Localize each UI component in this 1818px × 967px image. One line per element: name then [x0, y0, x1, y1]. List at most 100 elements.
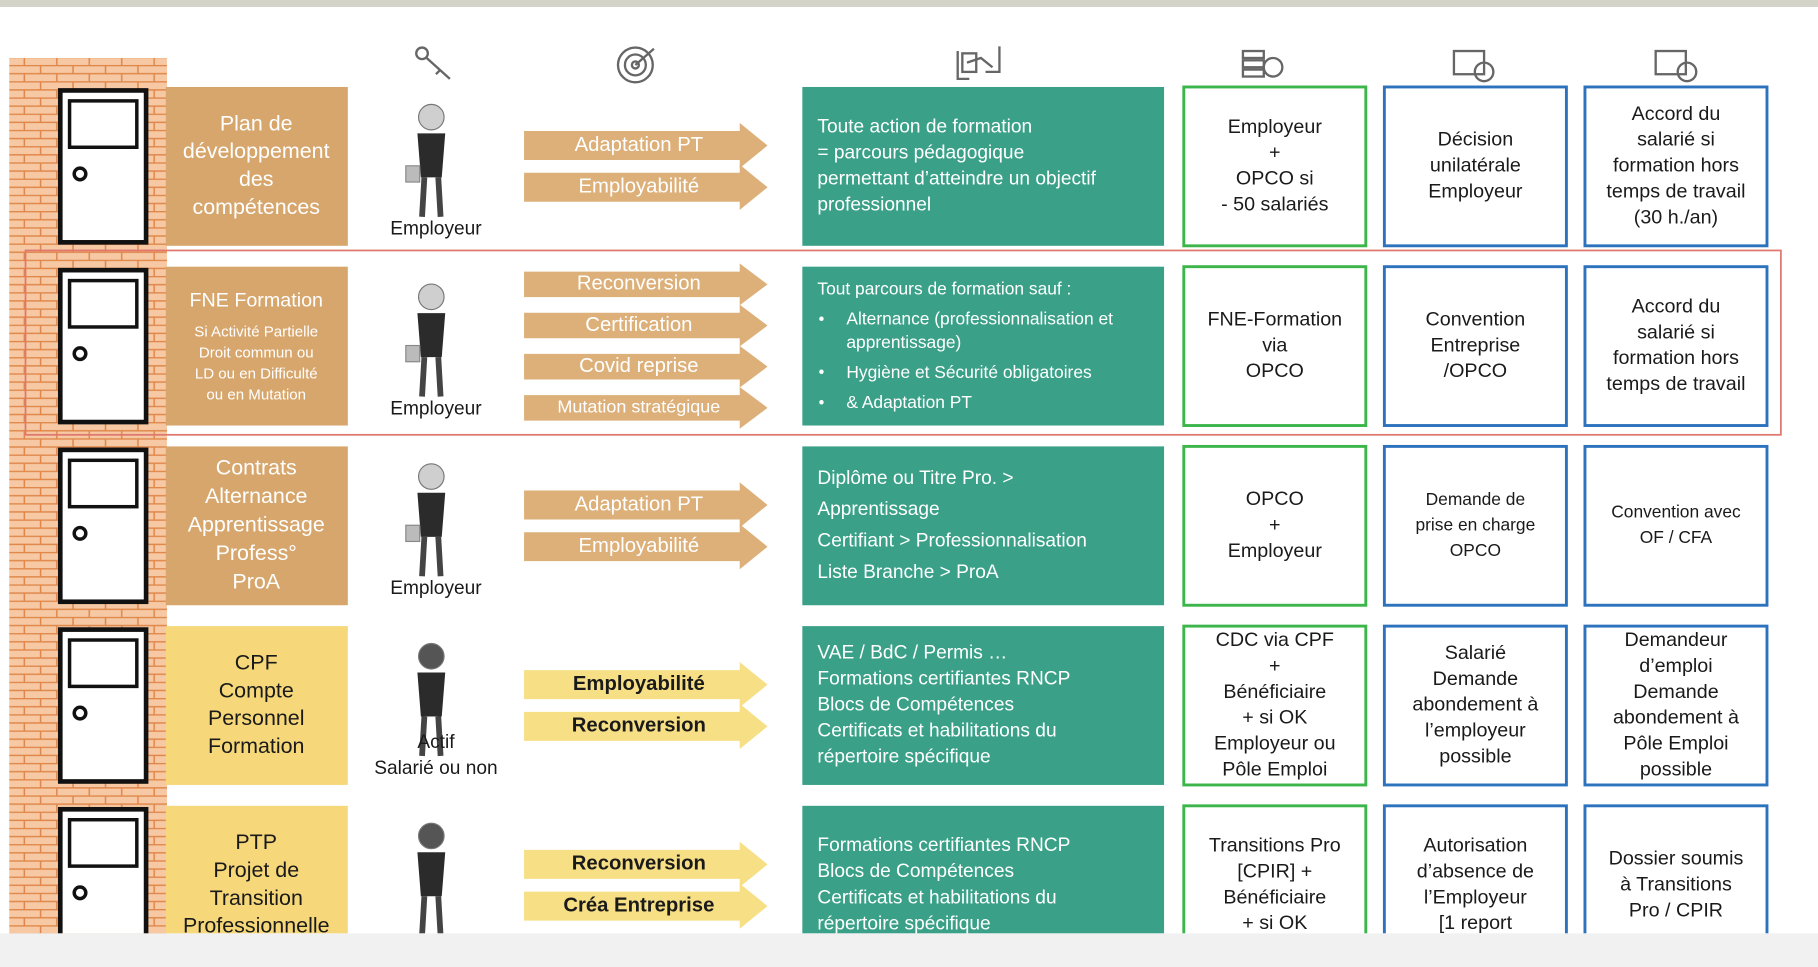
cell-text: formation hors	[1613, 155, 1739, 177]
cell-text: OPCO si	[1236, 168, 1314, 190]
top-bar	[0, 0, 1818, 7]
accord-box	[1583, 804, 1769, 934]
cell-text: (30 h./an)	[1634, 206, 1718, 228]
cell-text: répertoire spécifique	[817, 913, 990, 934]
cell-text: salarié si	[1637, 129, 1715, 151]
cell-text: l’Employeur	[1424, 886, 1527, 908]
cell-text: VAE / BdC / Permis …	[817, 642, 1007, 663]
door-window	[67, 278, 139, 329]
cell-text: Employeur	[390, 219, 482, 240]
cell-text: Demande	[1433, 668, 1518, 690]
cell-text: Contrats	[216, 456, 297, 480]
cell-text: PTP	[235, 830, 277, 854]
funding-box	[1182, 444, 1368, 607]
cell-text: +	[1269, 514, 1281, 536]
cell-text: /OPCO	[1444, 360, 1508, 382]
key-icon	[415, 46, 451, 80]
cell-text: Salarié ou non	[374, 758, 497, 779]
cell-text: +	[1269, 142, 1281, 164]
cell-text: apprentissage)	[846, 332, 961, 352]
cell-text: développement	[183, 139, 330, 163]
figure-head	[417, 463, 445, 490]
arrow-label: Employabilité	[579, 535, 700, 557]
decision-box	[1382, 265, 1568, 427]
cell-text: Droit commun ou	[199, 345, 314, 362]
cell-text: Apprentissage	[188, 512, 325, 536]
cell-text: salarié si	[1637, 321, 1715, 343]
cell-text: [CPIR] +	[1237, 861, 1312, 883]
cell-text: via	[1262, 334, 1287, 356]
bottom-bar	[0, 933, 1818, 967]
cell-text: Employeur	[1428, 180, 1523, 202]
cell-text: Accord du	[1632, 103, 1721, 125]
cell-text: Certificats et habilitations du	[817, 721, 1056, 742]
figure-bag	[405, 524, 421, 543]
cell-text: temps de travail	[1606, 373, 1745, 395]
rows: Plan de développement des compétences Employ…	[57, 85, 1769, 938]
description-box	[802, 626, 1165, 785]
cell-text: OPCO	[1246, 488, 1304, 510]
cell-text: Compte	[219, 678, 294, 702]
cell-text: temps de travail	[1606, 180, 1745, 202]
figure-body	[417, 133, 446, 178]
arrow-label: Covid reprise	[579, 355, 698, 377]
arrow	[524, 841, 768, 887]
description-box	[802, 805, 1165, 934]
arrow-label: Reconversion	[572, 715, 706, 737]
door-knob	[72, 166, 88, 182]
cell-text: Entreprise	[1430, 334, 1520, 356]
cell-text: Employeur	[390, 578, 482, 599]
person-figure	[417, 642, 446, 757]
arrow	[524, 524, 768, 570]
door-window	[67, 458, 139, 509]
arrow-label: Mutation stratégique	[557, 397, 720, 417]
cell-text: OPCO	[1246, 360, 1304, 382]
cell-text: Tout parcours de formation sauf :	[817, 278, 1071, 298]
cell-text: d’absence de	[1417, 861, 1534, 883]
cell-text: Autorisation	[1423, 835, 1527, 857]
cell-text: [1 report	[1439, 912, 1513, 934]
cell-text: Bénéficiaire	[1223, 681, 1326, 703]
cell-text: Employeur	[1228, 540, 1323, 562]
funding-box	[1182, 804, 1368, 934]
figure-body	[417, 313, 446, 358]
cell-text: Hygiène et Sécurité obligatoires	[846, 362, 1092, 382]
cell-text: Si Activité Partielle	[194, 324, 318, 341]
cell-text: Convention	[1426, 308, 1526, 330]
cell-text: abondement à	[1412, 694, 1538, 716]
figure-head	[417, 822, 445, 850]
door-window	[67, 638, 139, 689]
figure-bag	[405, 344, 421, 363]
cell-text: Professionnelle	[183, 914, 330, 938]
person-figure	[405, 283, 446, 397]
cell-text: OF / CFA	[1640, 527, 1713, 547]
cell-text: + si OK	[1242, 912, 1307, 934]
funding-box	[1182, 624, 1368, 787]
arrow	[524, 883, 768, 929]
cell-text: abondement à	[1613, 707, 1739, 729]
cell-text: Demande de	[1426, 489, 1526, 509]
cell-text: Alternance	[205, 484, 308, 508]
cell-text: OPCO	[1450, 540, 1501, 560]
description-box	[802, 86, 1165, 246]
category-box	[165, 86, 348, 246]
cell-text: Formation	[208, 734, 305, 758]
arrow-label: Reconversion	[577, 273, 701, 295]
money-icon	[1241, 49, 1284, 78]
arrow-label: Employabilité	[579, 176, 700, 198]
cell-text: Pôle Emploi	[1623, 733, 1728, 755]
cell-text: Employeur ou	[1214, 733, 1336, 755]
cell-text: répertoire spécifique	[817, 747, 990, 768]
cell-text: prise en charge	[1415, 514, 1535, 534]
figure-legs	[419, 716, 444, 757]
door-knob	[72, 885, 88, 901]
door-knob	[72, 705, 88, 721]
cell-text: ou en Mutation	[206, 386, 306, 403]
cell-text: Demandeur	[1624, 629, 1727, 651]
cell-text: Employeur	[390, 398, 482, 419]
person-figure	[417, 822, 446, 934]
cell-text: unilatérale	[1430, 155, 1521, 177]
arrow	[524, 122, 768, 169]
bullet: •	[819, 364, 825, 382]
